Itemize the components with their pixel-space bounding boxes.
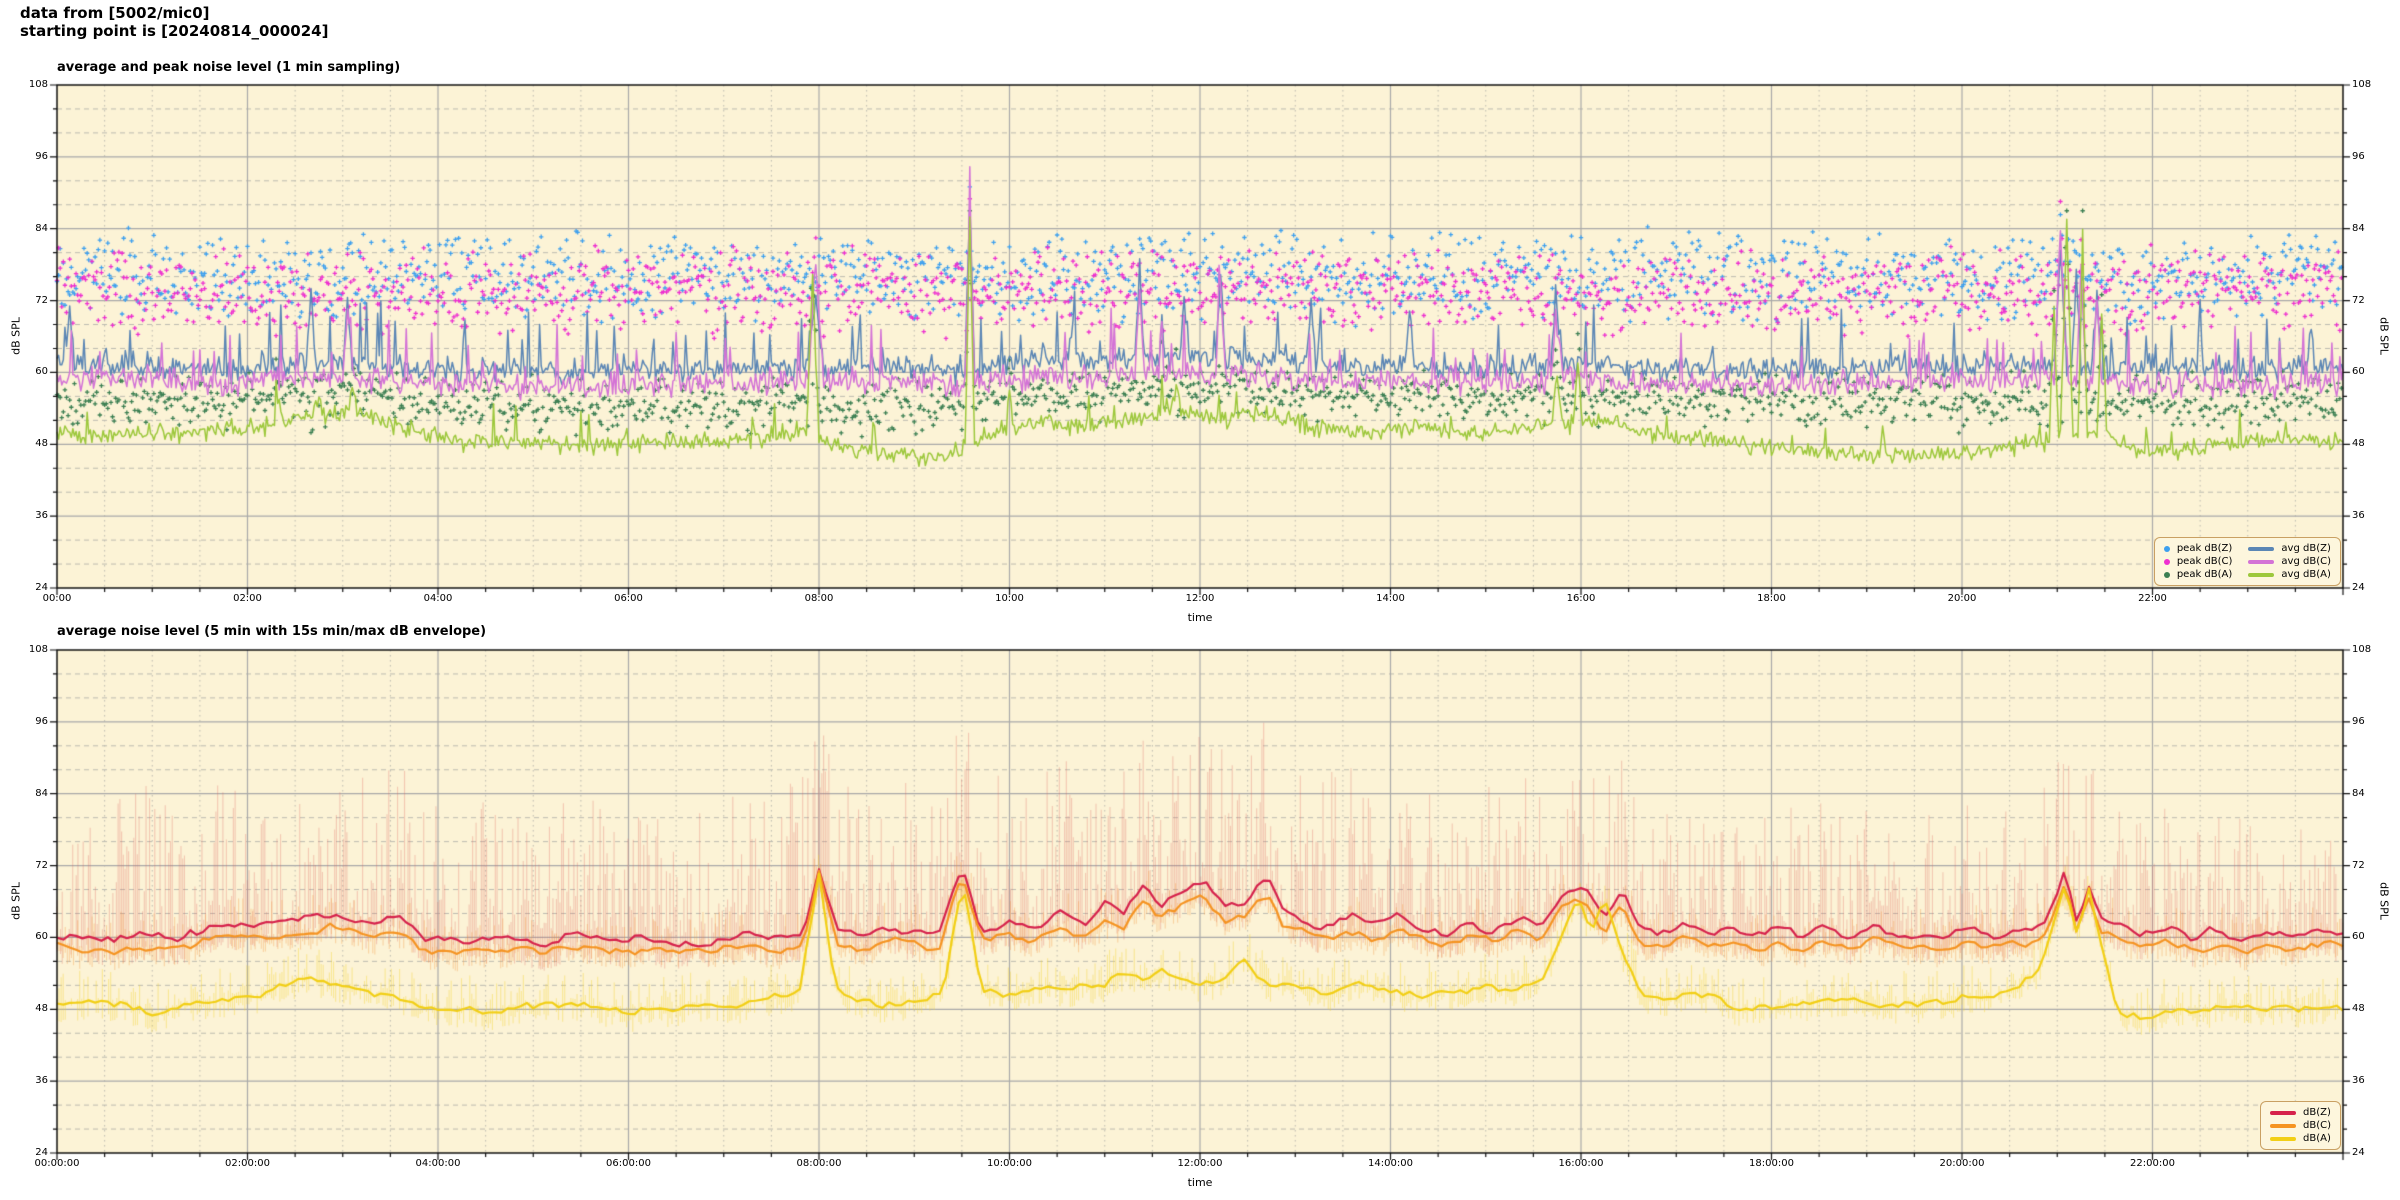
header-line-1: data from [5002/mic0] (20, 4, 210, 22)
chart1-yaxis-label-right: dB SPL (2377, 317, 2391, 355)
chart2-title: average noise level (5 min with 15s min/… (57, 624, 487, 639)
y-tick-label-right: 24 (2352, 1147, 2365, 1158)
y-tick-label-right: 96 (2352, 715, 2365, 727)
y-tick-label-right: 24 (2352, 582, 2365, 593)
x-tick-label: 02:00:00 (225, 1158, 270, 1169)
y-tick-label-right: 72 (2352, 294, 2365, 306)
x-tick-label: 04:00:00 (415, 1158, 461, 1169)
chart-legend: dB(Z) dB(C) dB(A) (2260, 1101, 2341, 1150)
legend-item: avg dB(C) (2248, 555, 2331, 568)
y-tick-label-right: 84 (2352, 222, 2365, 234)
x-tick-label: 10:00 (995, 593, 1024, 604)
legend-line-marker (2270, 1136, 2296, 1141)
x-tick-label: 14:00 (1376, 593, 1405, 604)
x-tick-label: 12:00:00 (1177, 1158, 1223, 1169)
y-tick-label-right: 60 (2352, 366, 2365, 378)
chart1-yaxis-label-left: dB SPL (9, 317, 23, 355)
legend-item: peak dB(A) (2163, 568, 2233, 581)
x-tick-label: 20:00:00 (1939, 1158, 1985, 1169)
chart-legend: peak dB(Z) peak dB(C) peak dB(A) avg dB(Z) a… (2153, 537, 2341, 586)
x-tick-label: 10:00:00 (987, 1158, 1032, 1169)
y-tick-label-right: 48 (2352, 1003, 2365, 1015)
legend-label: dB(C) (2303, 1120, 2331, 1131)
chart2-xaxis-label: time (1187, 1176, 1213, 1189)
x-tick-label: 12:00 (1185, 593, 1215, 604)
legend-line-marker (2248, 546, 2275, 551)
legend-line-marker (2248, 559, 2275, 564)
x-tick-label: 06:00 (614, 593, 643, 604)
y-tick-label-left: 84 (35, 222, 48, 234)
y-tick-label-left: 48 (35, 438, 48, 450)
y-tick-label-right: 108 (2352, 79, 2372, 90)
x-tick-label: 04:00 (423, 593, 453, 604)
x-tick-label: 20:00 (1947, 593, 1977, 604)
legend-item: peak dB(C) (2163, 555, 2233, 568)
chart2-yaxis-label-left: dB SPL (9, 882, 23, 920)
y-tick-label-left: 60 (35, 931, 48, 943)
x-tick-label: 18:00 (1757, 593, 1786, 604)
y-tick-label-right: 72 (2352, 859, 2365, 871)
y-tick-label-right: 60 (2352, 931, 2365, 943)
x-tick-label: 16:00:00 (1558, 1158, 1604, 1169)
y-tick-label-right: 108 (2352, 644, 2372, 655)
y-tick-label-left: 24 (35, 582, 48, 593)
y-tick-label-left: 36 (35, 1075, 48, 1087)
legend-line-marker (2248, 572, 2275, 577)
y-tick-label-left: 24 (35, 1147, 48, 1158)
x-tick-label: 00:00:00 (34, 1158, 80, 1169)
legend-item: dB(C) (2270, 1119, 2331, 1132)
y-tick-label-left: 72 (35, 294, 48, 306)
x-tick-label: 18:00:00 (1749, 1158, 1794, 1169)
legend-label: peak dB(A) (2176, 569, 2233, 580)
legend-label: dB(Z) (2303, 1107, 2331, 1118)
y-tick-label-right: 36 (2352, 510, 2365, 522)
y-tick-label-right: 84 (2352, 787, 2365, 799)
y-tick-label-left: 108 (28, 79, 48, 90)
x-tick-label: 22:00:00 (2130, 1158, 2175, 1169)
x-tick-label: 08:00:00 (796, 1158, 842, 1169)
y-tick-label-right: 36 (2352, 1075, 2365, 1087)
y-tick-label-left: 96 (35, 715, 48, 727)
y-tick-label-left: 84 (35, 787, 48, 799)
y-tick-label-left: 60 (35, 366, 48, 378)
y-tick-label-left: 96 (35, 150, 48, 162)
legend-label: avg dB(A) (2281, 569, 2331, 580)
legend-item: dB(A) (2270, 1132, 2331, 1145)
y-tick-label-left: 108 (28, 644, 48, 655)
legend-item: avg dB(Z) (2248, 542, 2331, 555)
x-tick-label: 14:00:00 (1368, 1158, 1413, 1169)
legend-dot-marker (2163, 571, 2170, 578)
x-tick-label: 06:00:00 (606, 1158, 651, 1169)
y-tick-label-left: 36 (35, 510, 48, 522)
legend-label: peak dB(Z) (2176, 543, 2233, 554)
chart1-title: average and peak noise level (1 min samp… (57, 60, 401, 75)
legend-item: dB(Z) (2270, 1106, 2331, 1119)
legend-label: avg dB(C) (2281, 556, 2331, 567)
x-tick-label: 16:00 (1566, 593, 1596, 604)
x-tick-label: 02:00 (233, 593, 262, 604)
x-tick-label: 22:00 (2138, 593, 2167, 604)
legend-label: avg dB(Z) (2281, 543, 2331, 554)
chart2-yaxis-label-right: dB SPL (2377, 882, 2391, 920)
y-tick-label-right: 96 (2352, 150, 2365, 162)
legend-line-marker (2270, 1123, 2296, 1128)
chart1-xaxis-label: time (1187, 611, 1213, 624)
x-tick-label: 00:00 (42, 593, 72, 604)
x-tick-label: 08:00 (804, 593, 834, 604)
legend-label: dB(A) (2303, 1133, 2331, 1144)
legend-label: peak dB(C) (2176, 556, 2233, 567)
legend-dot-marker (2163, 558, 2170, 565)
legend-dot-marker (2163, 545, 2170, 552)
y-tick-label-right: 48 (2352, 438, 2365, 450)
legend-item: avg dB(A) (2248, 568, 2331, 581)
legend-item: peak dB(Z) (2163, 542, 2233, 555)
header-line-2: starting point is [20240814_000024] (20, 22, 329, 40)
legend-line-marker (2270, 1110, 2296, 1115)
y-tick-label-left: 48 (35, 1003, 48, 1015)
y-tick-label-left: 72 (35, 859, 48, 871)
